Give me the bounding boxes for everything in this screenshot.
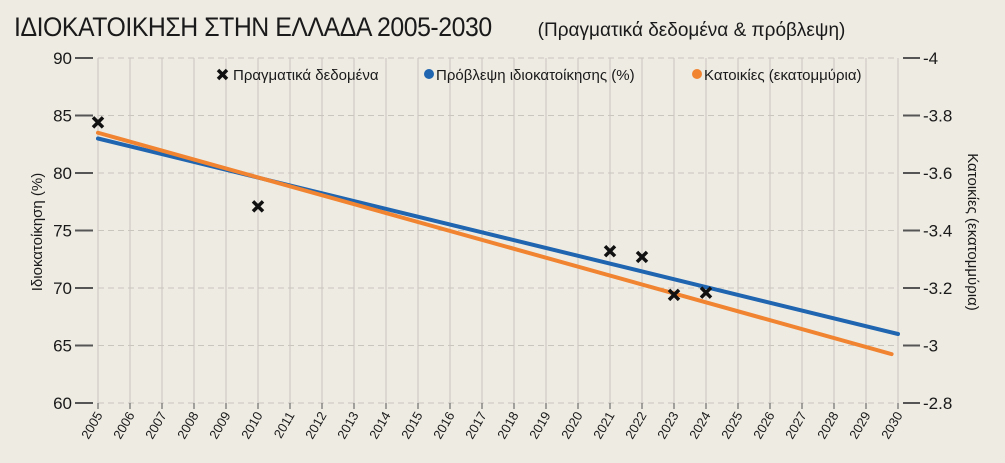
data-point-x-marker	[91, 116, 105, 129]
chart-title: ΙΔΙΟΚΑΤΟΙΚΗΣΗ ΣΤΗΝ ΕΛΛΑΔΑ 2005-2030	[14, 12, 492, 42]
x-tick-label: 2020	[558, 409, 585, 442]
x-tick-label: 2010	[238, 409, 265, 442]
x-tick-label: 2012	[302, 409, 329, 442]
y2-tick-label: -3.4	[923, 222, 952, 241]
y-tick-label: 85	[53, 107, 72, 126]
x-tick-label: 2015	[398, 409, 425, 442]
legend-label-forecast: Πρόβλεψη ιδιοκατοίκησης (%)	[436, 67, 635, 84]
y2-tick-label: -3.2	[923, 279, 952, 298]
marks	[91, 116, 900, 357]
x-tick-label: 2005	[78, 409, 105, 442]
series-line-housing	[96, 130, 894, 357]
x-tick-label: 2021	[590, 409, 617, 442]
chart-title-block: ΙΔΙΟΚΑΤΟΙΚΗΣΗ ΣΤΗΝ ΕΛΛΑΔΑ 2005-2030 (Πρα…	[14, 12, 845, 43]
x-tick-label: 2011	[271, 409, 298, 441]
y2-tick-label: -3.8	[923, 107, 952, 126]
x-tick-label: 2014	[366, 409, 393, 442]
y2-tick-label: -4	[923, 49, 938, 68]
y2-axis-label: Κατοικίες (εκατομμύρια)	[964, 153, 981, 311]
data-point-x-marker	[667, 288, 681, 302]
data-point-x-marker	[251, 200, 265, 213]
y-tick-label: 80	[53, 164, 72, 183]
x-tick-label: 2009	[206, 409, 233, 442]
y-tick-label: 90	[53, 49, 72, 68]
y2-tick-label: -3.6	[923, 164, 952, 183]
x-tick-label: 2027	[782, 409, 809, 442]
x-tick-label: 2019	[526, 409, 553, 442]
x-tick-label: 2026	[750, 409, 777, 442]
x-tick-label: 2029	[846, 409, 873, 442]
x-tick-label: 2013	[334, 409, 361, 442]
data-point-x-marker	[635, 250, 649, 264]
y-axis-label: Ιδιοκατοίκηση (%)	[29, 173, 46, 292]
y-tick-label: 70	[53, 279, 72, 298]
chart-subtitle: (Πραγματικά δεδομένα & πρόβλεψη)	[537, 20, 846, 41]
data-point-x-marker	[603, 244, 617, 258]
x-tick-label: 2018	[494, 409, 521, 442]
x-tick-label: 2022	[622, 409, 649, 442]
y-tick-label: 60	[53, 394, 72, 413]
data-point-x-marker	[699, 286, 713, 299]
x-tick-label: 2024	[686, 409, 713, 442]
legend-label-housing: Κατοικίες (εκατομμύρια)	[704, 67, 862, 84]
x-tick-label: 2030	[878, 409, 905, 442]
y-tick-label: 65	[53, 337, 72, 356]
grid	[97, 57, 899, 404]
x-tick-label: 2007	[142, 409, 169, 442]
x-tick-label: 2016	[430, 409, 457, 442]
legend-marker-blue-dot-icon	[424, 69, 434, 79]
legend-marker-orange-dot-icon	[692, 69, 702, 79]
x-tick-label: 2017	[462, 409, 489, 442]
y2-tick-label: -3	[923, 337, 938, 356]
x-tick-label: 2023	[654, 409, 681, 442]
x-tick-label: 2025	[718, 409, 745, 442]
y-tick-label: 75	[53, 222, 72, 241]
legend-label-actual: Πραγματικά δεδομένα	[233, 67, 379, 84]
legend: Πραγματικά δεδομένα Πρόβλεψη ιδιοκατοίκησ…	[216, 67, 862, 84]
y2-tick-label: -2.8	[923, 394, 952, 413]
x-tick-label: 2028	[814, 409, 841, 442]
legend-marker-x-icon	[216, 68, 229, 81]
x-tick-label: 2008	[174, 409, 201, 442]
x-tick-label: 2006	[110, 409, 137, 442]
